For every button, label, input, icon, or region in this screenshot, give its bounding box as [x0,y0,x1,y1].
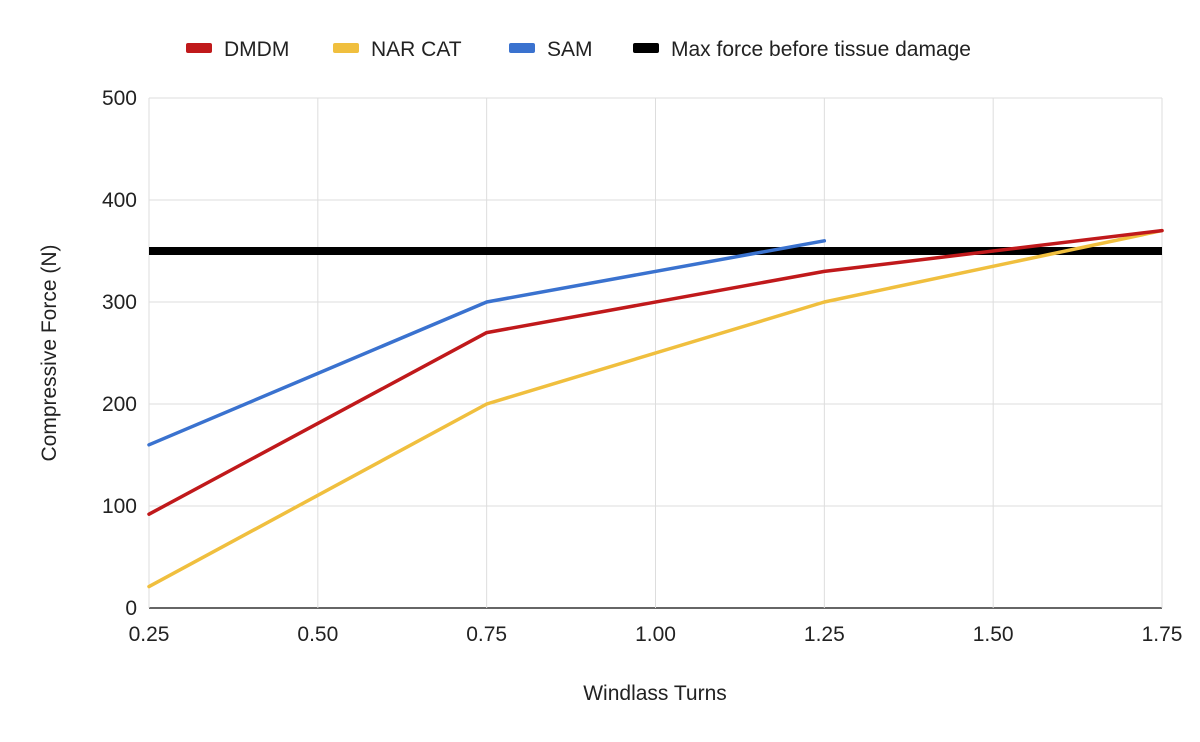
x-axis-ticks: 0.25 0.50 0.75 1.00 1.25 1.50 1.75 [129,623,1183,646]
y-tick-label: 300 [102,291,137,314]
x-tick-label: 1.50 [973,623,1014,646]
x-tick-label: 1.00 [635,623,676,646]
legend-swatch [186,43,212,53]
legend-label: SAM [547,38,593,61]
gridlines [148,97,1163,609]
x-tick-label: 1.75 [1142,623,1183,646]
y-axis-ticks: 0 100 200 300 400 500 [102,87,137,620]
legend-swatch [633,43,659,53]
y-axis-title: Compressive Force (N) [38,244,61,461]
series-line-nar-cat [147,228,1164,589]
y-tick-label: 200 [102,393,137,416]
legend-label: Max force before tissue damage [671,38,971,61]
series-line-dmdm [147,228,1164,516]
legend: DMDM NAR CAT SAM Max force before tissue da… [186,38,971,61]
x-tick-label: 1.25 [804,623,845,646]
y-tick-label: 100 [102,495,137,518]
legend-swatch [333,43,359,53]
series-lines [147,228,1164,589]
x-tick-label: 0.75 [466,623,507,646]
y-tick-label: 400 [102,189,137,212]
legend-swatch [509,43,535,53]
y-tick-label: 500 [102,87,137,110]
series-line-sam [147,239,827,447]
x-tick-label: 0.50 [297,623,338,646]
legend-label: DMDM [224,38,289,61]
x-axis-title: Windlass Turns [583,682,727,705]
y-tick-label: 0 [125,597,137,620]
x-tick-label: 0.25 [129,623,170,646]
legend-label: NAR CAT [371,38,462,61]
